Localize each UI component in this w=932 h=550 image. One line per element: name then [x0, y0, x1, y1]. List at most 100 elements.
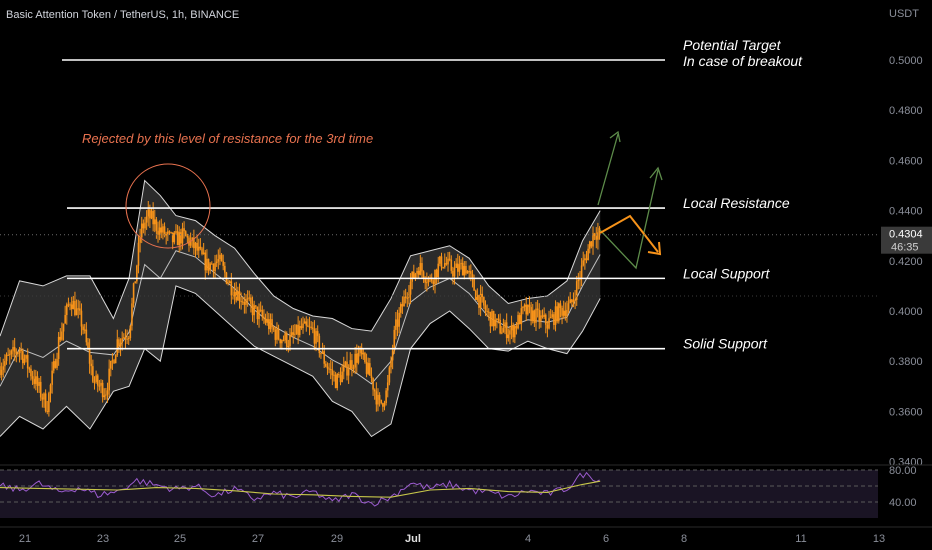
candle-body	[432, 281, 435, 284]
price-tag	[881, 226, 932, 254]
candle-body	[427, 277, 430, 283]
candle-body	[297, 324, 299, 336]
level-label: Local Support	[683, 265, 771, 281]
candle-body	[170, 231, 172, 233]
y-tick-label: 0.5000	[889, 55, 923, 67]
candle-body	[95, 375, 97, 382]
candle-body	[372, 378, 374, 390]
candle-body	[0, 369, 3, 376]
candle-body	[373, 389, 376, 392]
candle-body	[263, 316, 265, 319]
candle-body	[108, 368, 110, 391]
candle-body	[316, 331, 319, 336]
candle-body	[590, 241, 593, 247]
candle-body	[215, 261, 218, 264]
candle-body	[426, 282, 428, 284]
candle-body	[175, 231, 177, 233]
candle-body	[217, 259, 220, 262]
x-tick-label: 25	[174, 533, 186, 545]
candle-body	[383, 403, 386, 407]
candle-body	[367, 363, 369, 374]
candle-body	[544, 314, 547, 325]
candle-body	[176, 231, 179, 246]
candle-body	[509, 330, 511, 335]
y-tick-label: 0.3800	[889, 356, 923, 368]
candle-body	[35, 376, 37, 384]
candle-body	[22, 351, 24, 364]
candle-body	[65, 304, 68, 316]
candle-body	[82, 326, 84, 331]
candle-body	[132, 283, 135, 304]
candle-body	[312, 327, 314, 329]
candle-body	[414, 273, 417, 278]
candle-body	[158, 227, 161, 235]
candle-body	[349, 360, 352, 370]
x-tick-label: 11	[795, 533, 806, 545]
candle-body	[193, 237, 195, 249]
price-tag-countdown: 46:35	[891, 242, 919, 254]
candle-body	[597, 232, 599, 240]
candle-body	[171, 232, 174, 243]
candle-body	[41, 397, 44, 400]
y-tick-label: 0.4000	[889, 306, 923, 318]
candle-body	[52, 361, 55, 371]
candle-body	[118, 339, 120, 347]
x-tick-label: 6	[603, 533, 609, 545]
candle-body	[4, 361, 6, 367]
candle-body	[310, 326, 312, 328]
candle-body	[155, 219, 158, 231]
candle-body	[140, 223, 143, 238]
candle-body	[268, 319, 270, 330]
candle-body	[535, 308, 537, 323]
candle-body	[551, 314, 554, 318]
candle-body	[90, 363, 93, 367]
candle-body	[338, 374, 340, 376]
candle-body	[258, 309, 260, 320]
candle-body	[486, 310, 488, 312]
candle-body	[186, 236, 189, 238]
candle-body	[163, 226, 166, 236]
candle-body	[341, 371, 343, 383]
level-label: Solid Support	[683, 336, 768, 352]
candle-body	[144, 222, 146, 229]
price-tag-value: 0.4304	[889, 229, 923, 241]
candle-body	[305, 321, 308, 326]
candle-body	[92, 366, 94, 382]
candle-body	[33, 378, 36, 384]
candle-body	[266, 319, 268, 323]
candle-body	[530, 307, 532, 321]
candle-body	[137, 242, 140, 266]
candle-body	[277, 328, 280, 340]
axis-background	[879, 0, 932, 550]
candle-body	[580, 265, 583, 278]
candle-body	[585, 258, 588, 261]
candle-body	[388, 367, 391, 383]
candle-body	[375, 391, 378, 405]
candle-body	[406, 297, 409, 299]
candle-body	[28, 368, 31, 370]
candle-body	[64, 315, 66, 324]
x-tick-label: 4	[525, 533, 531, 545]
candle-body	[145, 216, 148, 223]
candle-body	[49, 384, 52, 394]
candle-body	[56, 358, 58, 368]
candle-body	[531, 310, 534, 321]
candle-body	[456, 263, 459, 272]
candle-body	[180, 232, 182, 244]
candle-body	[303, 321, 306, 324]
candle-body	[448, 258, 451, 260]
candle-body	[326, 366, 329, 369]
candle-body	[134, 281, 137, 284]
candle-body	[355, 353, 358, 363]
time-axis: 21 23 25 27 29 Jul 4 6 8 11 13	[0, 526, 932, 545]
candle-body	[465, 265, 467, 274]
y-tick-label: 0.3400	[889, 457, 923, 469]
x-tick-label: 21	[19, 533, 31, 545]
candle-body	[404, 296, 407, 298]
candle-body	[31, 376, 34, 379]
candle-body	[461, 262, 464, 276]
candle-body	[253, 305, 255, 316]
candle-body	[219, 254, 221, 260]
rsi-tick-label: 40.00	[889, 497, 917, 509]
